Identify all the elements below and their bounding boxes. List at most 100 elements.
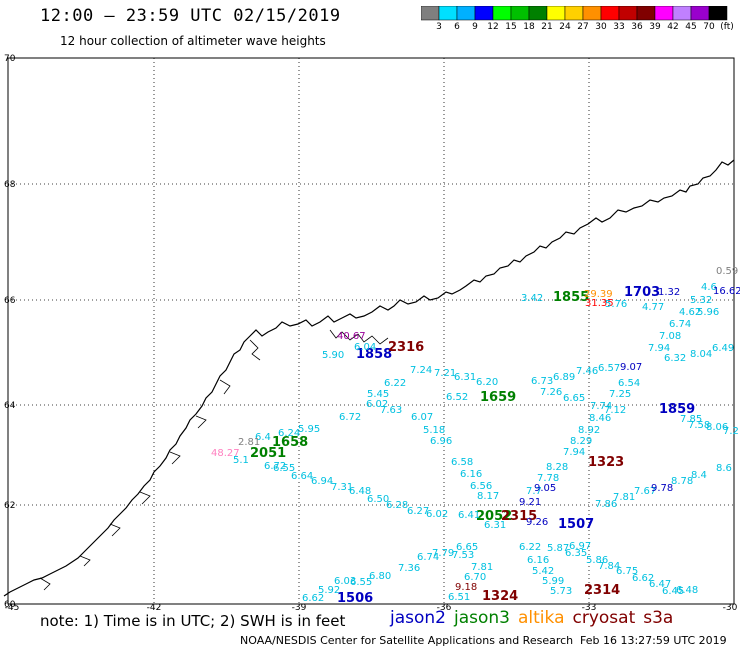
wave-height-label: 6.31 <box>454 372 476 383</box>
wave-height-label: 5.32 <box>690 295 712 306</box>
wave-height-label: 5.92 <box>318 585 340 596</box>
wave-height-label: 9.18 <box>455 582 477 593</box>
wave-height-label: 6.74 <box>417 552 439 563</box>
wave-height-label: 48.27 <box>211 448 240 459</box>
wave-height-label: 9.26 <box>526 517 548 528</box>
color-scale-label: (ft) <box>720 22 734 32</box>
wave-height-label: 7.58 <box>688 420 710 431</box>
latitude-tick-label: 68 <box>4 180 16 190</box>
wave-height-label: 6.70 <box>464 572 486 583</box>
wave-height-label: 7.94 <box>648 343 670 354</box>
wave-height-label: 8.92 <box>578 425 600 436</box>
wave-height-label: 7.86 <box>595 499 617 510</box>
longitude-tick-label: -36 <box>437 603 452 612</box>
wave-height-label: 7.81 <box>613 492 635 503</box>
wave-height-label: 8.6 <box>716 463 732 474</box>
coastline-fjords <box>39 329 389 591</box>
wave-height-label: 6.35 <box>565 548 587 559</box>
wave-height-label: 6.65 <box>456 542 478 553</box>
footer-note: note: 1) Time is in UTC; 2) SWH is in fe… <box>40 612 346 630</box>
legend-altika: altika <box>518 608 565 628</box>
pass-time-label: 2314 <box>584 583 620 598</box>
wave-height-label: 7.74 <box>590 401 612 412</box>
wave-height-label: 29.39 <box>584 289 613 300</box>
wave-height-label: 6.65 <box>563 393 585 404</box>
color-scale-bar <box>421 6 728 21</box>
wave-height-label: 6.24 <box>278 428 300 439</box>
wave-height-label: 6.62 <box>302 593 324 604</box>
color-scale-label: 21 <box>541 22 553 32</box>
wave-height-label: 6.64 <box>291 471 313 482</box>
color-scale-label: 15 <box>505 22 517 32</box>
wave-height-label: 5.96 <box>697 307 719 318</box>
wave-height-label: 6.02 <box>366 399 388 410</box>
color-scale-label: 39 <box>649 22 661 32</box>
latitude-tick-label: 66 <box>4 296 16 306</box>
wave-height-label: 7.31 <box>331 482 353 493</box>
wave-height-label: 6.75 <box>616 566 638 577</box>
greenland-coastline <box>3 159 735 597</box>
wave-height-label: 6.62 <box>632 573 654 584</box>
map-grid <box>7 57 735 605</box>
wave-height-label: 7.94 <box>563 447 585 458</box>
wave-height-label: 7.84 <box>598 561 620 572</box>
wave-height-label: 6.48 <box>676 585 698 596</box>
wave-height-label: 6.47 <box>649 579 671 590</box>
wave-height-label: 16.62 <box>713 286 740 297</box>
wave-height-label: 6.32 <box>664 353 686 364</box>
color-scale-label: 12 <box>487 22 499 32</box>
color-scale-label: 42 <box>667 22 679 32</box>
wave-height-label: 4.77 <box>642 302 664 313</box>
wave-height-label: 8.29 <box>570 436 592 447</box>
pass-time-label: 1506 <box>337 591 373 606</box>
wave-height-label: 6.96 <box>430 436 452 447</box>
wave-height-label: 6.94 <box>311 476 333 487</box>
wave-height-label: 6.57 <box>598 363 620 374</box>
wave-height-label: 6.22 <box>519 542 541 553</box>
wave-height-label: 6.73 <box>531 376 553 387</box>
wave-height-label: 6.52 <box>446 392 468 403</box>
wave-height-label: 5.1 <box>233 455 249 466</box>
wave-height-label: 6.51 <box>448 592 470 603</box>
color-scale-label: 6 <box>454 22 460 32</box>
legend-jason3: jason3 <box>454 608 510 628</box>
longitude-tick-label: -33 <box>582 603 597 612</box>
wave-height-label: 6.4 <box>255 432 271 443</box>
color-scale-label: 30 <box>595 22 607 32</box>
wave-height-label: 6.28 <box>386 500 408 511</box>
wave-height-label: 7.79 <box>432 548 454 559</box>
pass-time-label: 2051 <box>250 446 286 461</box>
wave-height-label: 9.05 <box>534 483 556 494</box>
wave-height-label: 6.58 <box>451 457 473 468</box>
wave-height-label: 6.55 <box>350 577 372 588</box>
wave-height-label: 8.04 <box>690 349 712 360</box>
wave-height-label: 8.17 <box>477 491 499 502</box>
wave-height-label: 7.81 <box>471 562 493 573</box>
wave-height-label: 4.62 <box>679 307 701 318</box>
legend-cryosat: cryosat <box>572 608 636 628</box>
wave-height-label: 7.36 <box>398 563 420 574</box>
wave-height-label: 2.81 <box>238 437 260 448</box>
footer-credit: NOAA/NESDIS Center for Satellite Applica… <box>240 634 574 647</box>
latitude-tick-label: 60 <box>4 600 16 610</box>
latitude-tick-label: 64 <box>4 401 16 411</box>
wave-height-label: 9.78 <box>651 483 673 494</box>
pass-time-label: 1703 <box>624 285 660 300</box>
color-scale-label: 36 <box>631 22 643 32</box>
wave-height-label: 6.72 <box>339 412 361 423</box>
wave-height-label: 6.89 <box>553 372 575 383</box>
wave-height-label: 5.86 <box>586 555 608 566</box>
wave-height-label: 1.32 <box>658 287 680 298</box>
wave-height-label: 31.35 <box>585 298 614 309</box>
wave-height-label: 6.55 <box>273 463 295 474</box>
wave-height-label: 5.73 <box>550 586 572 597</box>
wave-height-label: 6.31 <box>484 520 506 531</box>
wave-height-label: 6.27 <box>407 506 429 517</box>
wave-height-label: 5.99 <box>542 576 564 587</box>
pass-time-label: 1658 <box>272 435 308 450</box>
color-scale-label: 24 <box>559 22 571 32</box>
wave-height-label: 7.67 <box>634 486 656 497</box>
color-scale-labels: 3 6 9 12 15 18 21 24 27 30 33 36 39 42 45 70 (ft) <box>421 22 734 36</box>
color-scale-label: 70 <box>703 22 715 32</box>
wave-height-label: 4.6 <box>701 282 717 293</box>
